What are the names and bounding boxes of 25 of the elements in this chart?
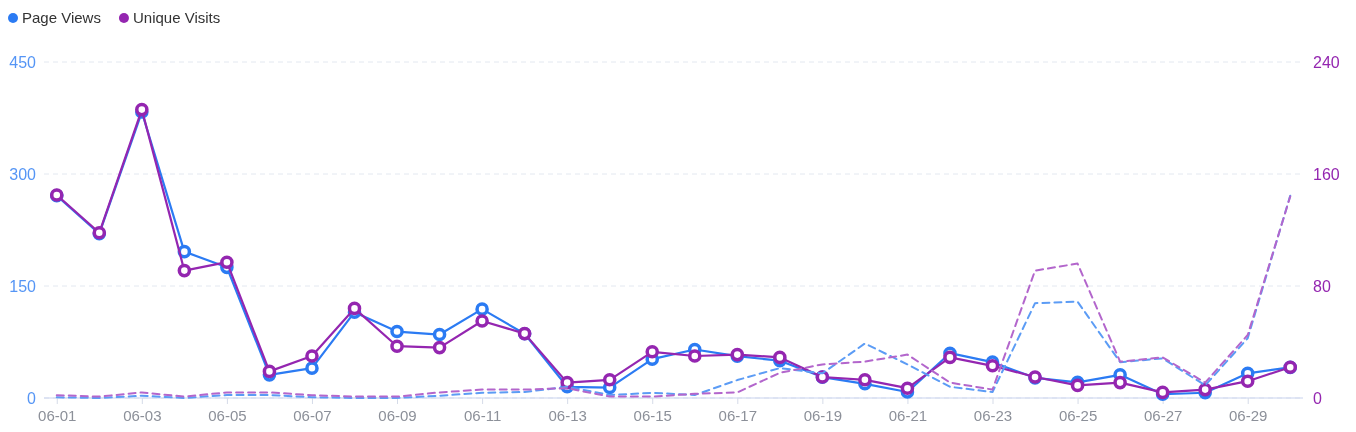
x-tick-label: 06-01 <box>38 406 77 424</box>
y2-tick-label: 80 <box>1313 277 1331 295</box>
x-tick-label: 06-13 <box>548 406 587 424</box>
y2-tick-label: 0 <box>1313 389 1322 407</box>
x-tick-label: 06-21 <box>888 406 928 424</box>
x-tick-label: 06-19 <box>803 406 843 424</box>
legend-label: Unique Visits <box>132 9 221 26</box>
legend-label: Page Views <box>22 9 101 26</box>
x-tick-label: 06-09 <box>378 406 417 424</box>
x-tick-label: 06-23 <box>973 406 1013 424</box>
y2-tick-label: 240 <box>1313 53 1340 71</box>
x-tick-label: 06-07 <box>293 406 332 424</box>
y-tick-label: 150 <box>9 277 37 295</box>
x-tick-label: 06-17 <box>718 406 757 424</box>
x-tick-label: 06-15 <box>633 406 672 424</box>
x-tick-label: 06-11 <box>463 406 502 424</box>
x-tick-label: 06-03 <box>123 406 162 424</box>
y-tick-label: 450 <box>9 53 37 71</box>
x-tick-label: 06-05 <box>208 406 247 424</box>
y-tick-label: 300 <box>9 165 37 183</box>
y-tick-label: 0 <box>27 389 37 407</box>
y2-tick-label: 160 <box>1313 165 1340 183</box>
x-tick-label: 06-29 <box>1229 406 1268 424</box>
x-tick-label: 06-25 <box>1058 406 1098 424</box>
x-tick-label: 06-27 <box>1143 406 1183 424</box>
